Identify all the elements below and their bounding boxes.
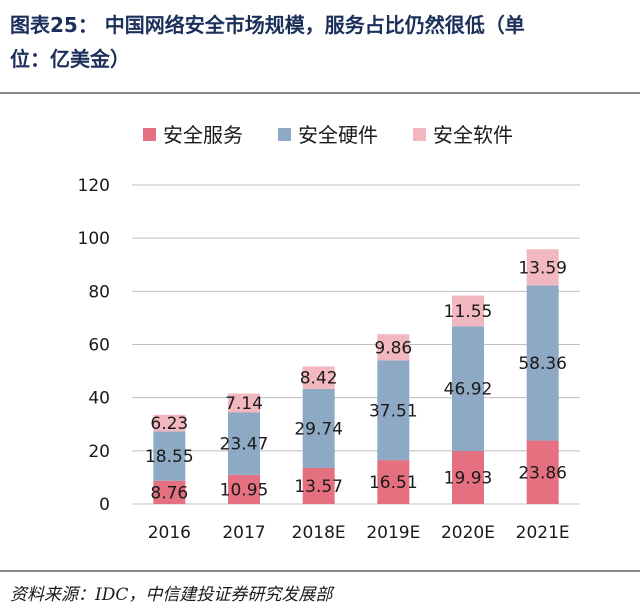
x-tick-label: 2019E [366, 523, 420, 543]
legend-swatch [143, 128, 156, 141]
bar-segment [302, 366, 335, 389]
figure-title-line-1: 图表25： 中国网络安全市场规模，服务占比仍然很低（单 [10, 13, 525, 37]
y-tick-label: 120 [78, 176, 110, 196]
y-tick-label: 40 [88, 389, 110, 409]
bottom-divider [0, 570, 640, 572]
legend-label: 安全硬件 [298, 123, 378, 147]
data-label: 7.14 [225, 394, 263, 414]
bar-segment [228, 393, 260, 413]
source-note: 资料来源：IDC，中信建投证券研究发展部 [10, 585, 333, 605]
bar-segment [228, 412, 260, 475]
top-divider [0, 92, 640, 94]
x-tick-label: 2020E [441, 523, 495, 543]
data-label: 13.57 [294, 477, 343, 497]
bar-segment [377, 360, 410, 461]
data-label: 16.51 [369, 473, 418, 493]
x-tick-label: 2016 [148, 523, 191, 543]
bar-segment [302, 388, 335, 468]
bar-segment [302, 467, 335, 504]
bar-segment [452, 451, 484, 504]
legend-label: 安全服务 [163, 123, 243, 147]
legend-swatch [413, 128, 426, 141]
data-label: 23.47 [220, 435, 269, 455]
y-tick-label: 60 [88, 336, 110, 356]
y-tick-label: 100 [78, 229, 110, 249]
figure-title: 图表25： 中国网络安全市场规模，服务占比仍然很低（单 位：亿美金） [10, 8, 630, 76]
data-label: 11.55 [444, 302, 493, 322]
x-tick-label: 2017 [222, 523, 265, 543]
y-tick-label: 20 [88, 442, 110, 462]
bar-segment [377, 334, 410, 361]
data-label: 9.86 [374, 338, 412, 358]
figure-title-line-2: 位：亿美金） [10, 47, 130, 71]
data-label: 8.42 [300, 369, 338, 389]
stacked-bar-chart: 0 20 40 60 80 100 120 8.76 18.55 6.23 2016 10.95 23.… [78, 123, 580, 543]
x-tick-label: 2018E [292, 523, 346, 543]
x-tick-label: 2021E [516, 523, 570, 543]
bar-segment [526, 440, 559, 504]
data-label: 13.59 [518, 258, 567, 278]
data-label: 8.76 [150, 483, 188, 503]
bar-segment [153, 480, 186, 504]
data-label: 19.93 [444, 469, 493, 489]
y-tick-label: 0 [99, 495, 110, 515]
legend-swatch [278, 128, 291, 141]
bar-segment [153, 414, 186, 432]
y-tick-label: 80 [88, 282, 110, 302]
bar-segment [452, 295, 484, 327]
data-label: 18.55 [145, 447, 194, 467]
data-label: 23.86 [518, 463, 567, 483]
bar-segment [153, 431, 186, 481]
data-label: 37.51 [369, 401, 418, 421]
data-label: 10.95 [220, 480, 269, 500]
data-label: 58.36 [518, 354, 567, 374]
bar-segment [228, 474, 260, 504]
bar-segment [377, 460, 410, 504]
bar-segment [526, 249, 559, 286]
data-label: 6.23 [150, 414, 188, 434]
legend-label: 安全软件 [433, 123, 513, 147]
data-label: 46.92 [444, 380, 493, 400]
bar-segment [526, 285, 559, 441]
data-label: 29.74 [294, 419, 343, 439]
bar-segment [452, 326, 484, 452]
